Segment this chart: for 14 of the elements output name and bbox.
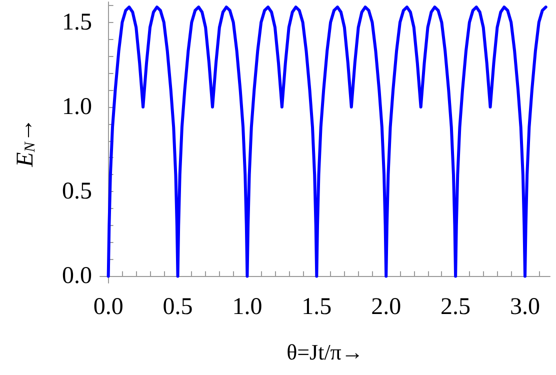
x-tick-label: 1.5: [302, 294, 332, 320]
x-tick-label: 1.0: [232, 294, 262, 320]
x-tick-label: 2.0: [371, 294, 402, 320]
y-axis-title: EN→: [12, 118, 38, 168]
x-tick-label: 2.5: [440, 294, 471, 320]
x-tick-label: 0.5: [162, 294, 193, 320]
x-axis-title: θ=Jt/π→: [286, 340, 364, 364]
x-tick-label: 0.0: [93, 294, 124, 320]
y-tick-label: 1.0: [62, 94, 92, 120]
line-series: [106, 6, 548, 278]
y-tick-label: 1.5: [62, 9, 92, 36]
y-tick-label: 0.0: [62, 263, 92, 290]
x-tick-label: 3.0: [510, 294, 540, 320]
y-tick-label: 0.5: [62, 178, 92, 205]
